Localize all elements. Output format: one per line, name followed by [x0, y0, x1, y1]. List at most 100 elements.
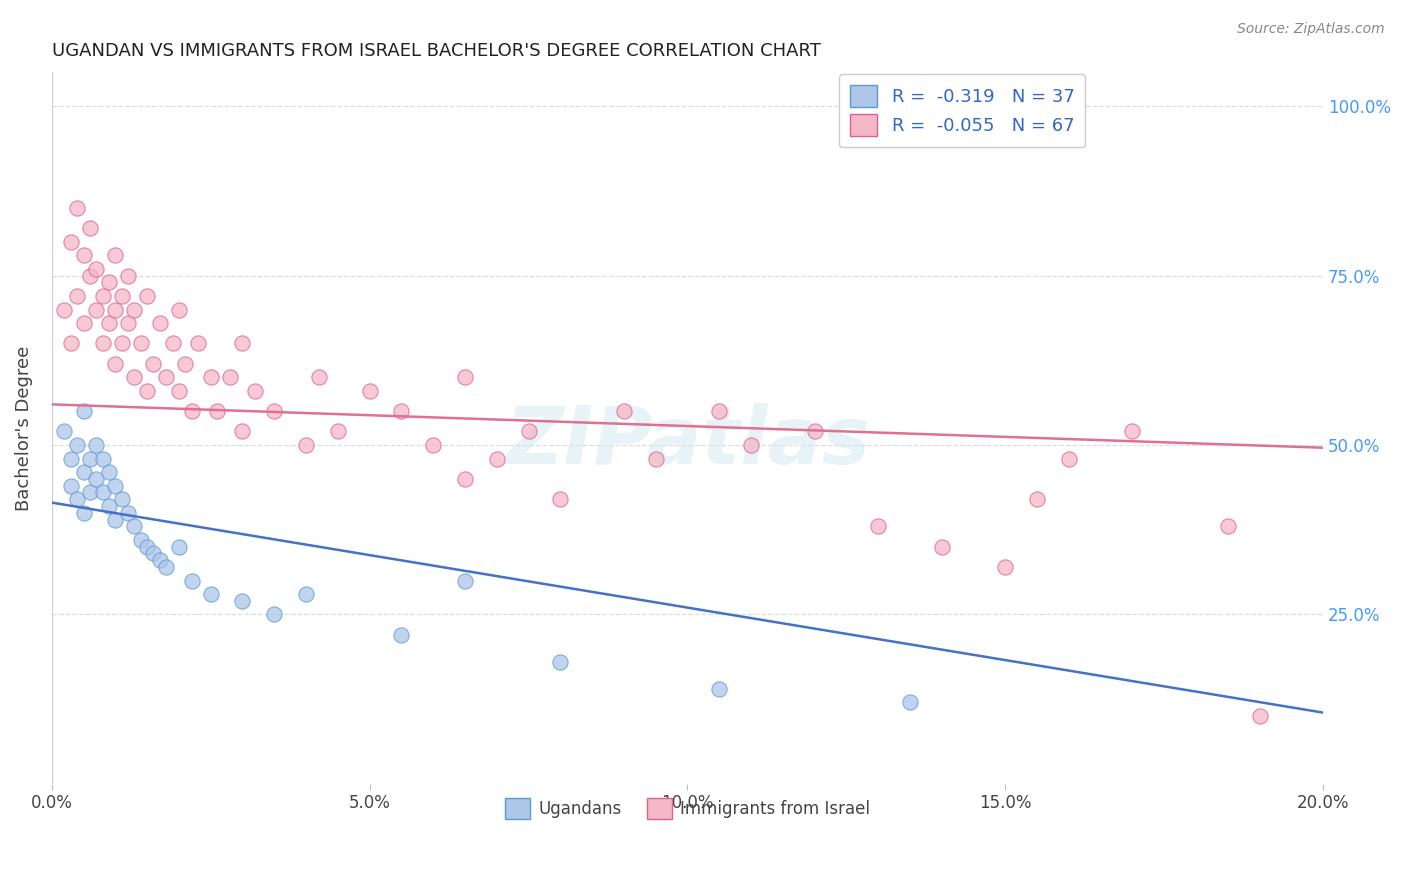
Point: [59, 336, 82, 351]
Point: [136, 289, 159, 303]
Point: [72, 316, 94, 330]
Point: [84, 438, 107, 452]
Point: [111, 289, 134, 303]
Point: [422, 438, 444, 452]
Point: [66, 289, 89, 303]
Point: [117, 506, 139, 520]
Point: [644, 451, 666, 466]
Point: [243, 384, 266, 398]
Point: [124, 519, 146, 533]
Point: [1216, 519, 1239, 533]
Point: [931, 540, 953, 554]
Point: [613, 404, 636, 418]
Point: [803, 425, 825, 439]
Point: [1057, 451, 1080, 466]
Point: [709, 404, 731, 418]
Point: [326, 425, 349, 439]
Point: [187, 336, 209, 351]
Point: [263, 607, 285, 622]
Point: [79, 451, 101, 466]
Text: ZIPatlas: ZIPatlas: [505, 403, 870, 482]
Point: [454, 574, 477, 588]
Point: [180, 404, 202, 418]
Point: [550, 655, 572, 669]
Point: [149, 553, 172, 567]
Point: [104, 512, 127, 526]
Point: [136, 540, 159, 554]
Point: [231, 594, 253, 608]
Point: [1026, 492, 1049, 507]
Point: [72, 404, 94, 418]
Point: [104, 248, 127, 262]
Point: [295, 587, 318, 601]
Point: [91, 485, 114, 500]
Point: [454, 472, 477, 486]
Point: [740, 438, 762, 452]
Point: [111, 336, 134, 351]
Point: [91, 451, 114, 466]
Point: [231, 336, 253, 351]
Point: [72, 465, 94, 479]
Point: [59, 478, 82, 492]
Point: [200, 370, 222, 384]
Point: [994, 560, 1017, 574]
Point: [868, 519, 890, 533]
Point: [485, 451, 508, 466]
Legend: Ugandans, Immigrants from Israel: Ugandans, Immigrants from Israel: [498, 791, 876, 825]
Point: [124, 302, 146, 317]
Point: [308, 370, 330, 384]
Point: [53, 425, 76, 439]
Point: [97, 276, 120, 290]
Point: [142, 546, 165, 560]
Point: [550, 492, 572, 507]
Y-axis label: Bachelor's Degree: Bachelor's Degree: [15, 345, 32, 511]
Point: [136, 384, 159, 398]
Point: [1121, 425, 1143, 439]
Point: [205, 404, 228, 418]
Point: [180, 574, 202, 588]
Point: [97, 499, 120, 513]
Point: [167, 302, 190, 317]
Point: [149, 316, 172, 330]
Text: UGANDAN VS IMMIGRANTS FROM ISRAEL BACHELOR'S DEGREE CORRELATION CHART: UGANDAN VS IMMIGRANTS FROM ISRAEL BACHEL…: [52, 42, 821, 60]
Point: [79, 485, 101, 500]
Point: [84, 261, 107, 276]
Point: [66, 492, 89, 507]
Point: [167, 540, 190, 554]
Point: [111, 492, 134, 507]
Point: [66, 438, 89, 452]
Point: [104, 357, 127, 371]
Point: [142, 357, 165, 371]
Point: [129, 533, 152, 547]
Point: [72, 506, 94, 520]
Point: [91, 289, 114, 303]
Point: [155, 370, 177, 384]
Point: [104, 478, 127, 492]
Point: [72, 248, 94, 262]
Point: [359, 384, 381, 398]
Point: [79, 221, 101, 235]
Point: [1249, 709, 1271, 723]
Point: [167, 384, 190, 398]
Point: [389, 628, 412, 642]
Point: [79, 268, 101, 283]
Point: [117, 268, 139, 283]
Point: [91, 336, 114, 351]
Point: [97, 316, 120, 330]
Point: [231, 425, 253, 439]
Point: [104, 302, 127, 317]
Point: [155, 560, 177, 574]
Point: [117, 316, 139, 330]
Point: [454, 370, 477, 384]
Point: [898, 695, 921, 709]
Point: [53, 302, 76, 317]
Text: Source: ZipAtlas.com: Source: ZipAtlas.com: [1237, 22, 1385, 37]
Point: [295, 438, 318, 452]
Point: [162, 336, 184, 351]
Point: [59, 451, 82, 466]
Point: [263, 404, 285, 418]
Point: [84, 302, 107, 317]
Point: [517, 425, 540, 439]
Point: [59, 235, 82, 249]
Point: [129, 336, 152, 351]
